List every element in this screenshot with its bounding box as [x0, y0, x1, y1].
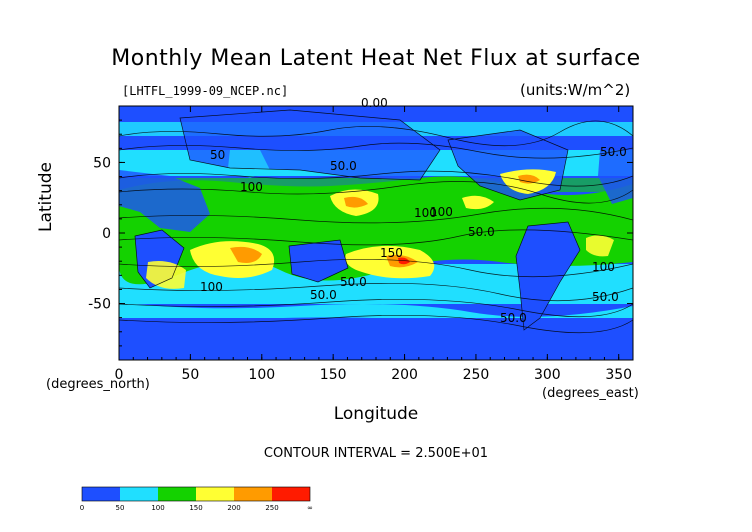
flux-field: [119, 106, 633, 360]
x-tick-label: 50: [181, 367, 199, 383]
x-tick-label: 100: [248, 367, 275, 383]
map-title: Monthly Mean Latent Heat Net Flux at sur…: [111, 46, 641, 71]
colorbar-segment: [120, 487, 158, 501]
contour-label: 100: [592, 260, 615, 274]
contour-interval-label: CONTOUR INTERVAL = 2.500E+01: [263, 446, 489, 461]
contour-label: 50.0: [330, 159, 357, 173]
colorbar-segment: [234, 487, 272, 501]
y-tick-label: 50: [93, 155, 111, 171]
contour-label: 100: [200, 280, 223, 294]
colorbar: 0 50 100 150 200 250 ∞: [80, 486, 313, 512]
plot-frame: [118, 105, 634, 361]
colorbar-label: ∞: [307, 504, 313, 512]
units-label: (units:W/m^2): [520, 81, 631, 99]
contour-label: 50.0: [600, 145, 627, 159]
x-tick-label: 150: [320, 367, 347, 383]
axis-ticks: [118, 106, 633, 360]
y-tick-label: 0: [102, 226, 111, 242]
contour-label: 50.0: [310, 288, 337, 302]
contour-label: 50.0: [500, 311, 527, 325]
y-axis-unit: (degrees_north): [46, 377, 150, 392]
file-name-label: [LHTFL_1999-09_NCEP.nc]: [122, 84, 289, 98]
contour-label: 50.0: [340, 275, 367, 289]
colorbar-label: 50: [116, 504, 125, 512]
y-tick-label: -50: [88, 297, 111, 313]
contour-label: 50.0: [468, 225, 495, 239]
colorbar-label: 100: [151, 504, 164, 512]
contour-label: 100: [414, 206, 437, 220]
colorbar-segment: [82, 487, 120, 501]
x-tick-label: 300: [534, 367, 561, 383]
colorbar-segment: [196, 487, 234, 501]
contour-label: 150: [380, 246, 403, 260]
colorbar-frame: [81, 486, 311, 502]
contour-label: 50.0: [592, 290, 619, 304]
y-axis-label: Latitude: [36, 162, 56, 232]
contour-label: 0.00: [361, 96, 388, 110]
x-axis-label: Longitude: [333, 404, 419, 424]
x-tick-label: 350: [605, 367, 632, 383]
x-axis-unit: (degrees_east): [542, 386, 639, 401]
contour-label: 50: [210, 148, 225, 162]
colorbar-segment: [158, 487, 196, 501]
colorbar-label: 150: [189, 504, 202, 512]
x-tick-label: 200: [391, 367, 418, 383]
x-tick-label: 250: [463, 367, 490, 383]
colorbar-label: 200: [227, 504, 240, 512]
colorbar-label: 0: [80, 504, 84, 512]
contour-label: 100: [430, 205, 453, 219]
contour-label: 100: [240, 180, 263, 194]
colorbar-segment: [272, 487, 310, 501]
contour-labels: 0.005050.010010050.015010050.050.050.010…: [200, 96, 627, 325]
colorbar-label: 250: [265, 504, 278, 512]
